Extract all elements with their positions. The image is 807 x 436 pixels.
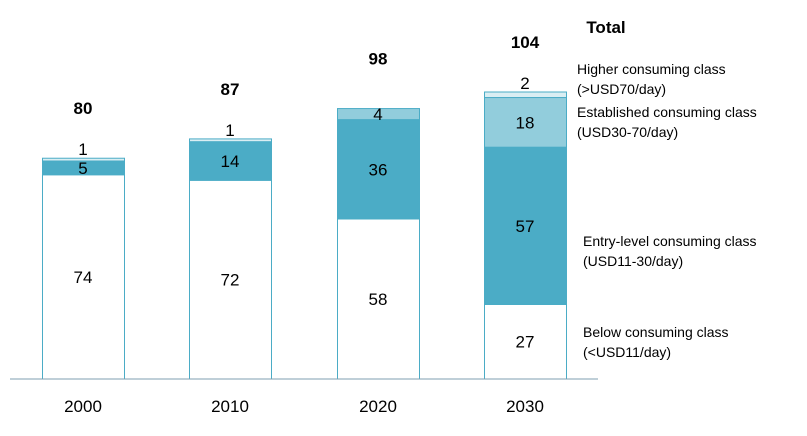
legend-sublabel: (>USD70/day)	[577, 81, 666, 97]
segment-label: 1	[225, 121, 234, 140]
segment-label: 14	[221, 152, 240, 171]
segment-label: 18	[516, 113, 535, 132]
legend-label: Established consuming class	[577, 104, 757, 120]
legend-label: Below consuming class	[583, 324, 729, 340]
segment-label: 5	[78, 159, 87, 178]
x-tick-label: 2030	[506, 397, 544, 416]
segment-label: 2	[520, 74, 529, 93]
bar-segment	[42, 174, 125, 380]
totals-header: Total	[586, 18, 625, 37]
segment-label: 4	[373, 105, 382, 124]
total-label: 80	[74, 99, 93, 118]
total-label: 104	[511, 33, 540, 52]
total-label: 98	[369, 50, 388, 69]
segment-label: 27	[516, 333, 535, 352]
legend-label: Higher consuming class	[577, 61, 726, 77]
bar-segment	[42, 157, 125, 162]
bar-segment	[484, 91, 567, 99]
legend-sublabel: (<USD11/day)	[583, 344, 671, 360]
legend-sublabel: (USD11-30/day)	[583, 253, 683, 269]
total-label: 87	[221, 80, 240, 99]
bar-segment	[189, 138, 272, 143]
segment-label: 58	[369, 290, 388, 309]
bar-segment	[337, 108, 420, 121]
bar-segment	[189, 141, 272, 181]
bar-segment	[484, 97, 567, 148]
segment-label: 72	[221, 271, 240, 290]
bar-segment	[337, 119, 420, 220]
legend-sublabel: (USD30-70/day)	[577, 124, 678, 140]
x-tick-label: 2000	[64, 397, 102, 416]
segment-label: 57	[516, 217, 535, 236]
x-tick-label: 2010	[211, 397, 249, 416]
segment-label: 74	[74, 268, 93, 287]
bar-segment	[337, 218, 420, 380]
x-tick-label: 2020	[359, 397, 397, 416]
bar-segment	[189, 179, 272, 380]
segment-label: 36	[369, 160, 388, 179]
segment-label: 1	[78, 140, 87, 159]
legend-label: Entry-level consuming class	[583, 233, 757, 249]
